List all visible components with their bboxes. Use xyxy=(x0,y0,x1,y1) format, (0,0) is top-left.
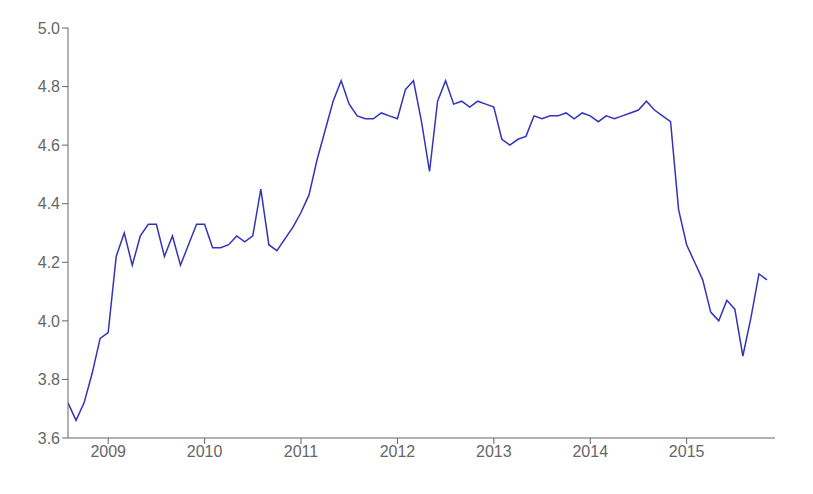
svg-text:4.4: 4.4 xyxy=(38,195,60,212)
svg-text:4.6: 4.6 xyxy=(38,137,60,154)
svg-text:2013: 2013 xyxy=(476,443,512,460)
svg-text:2009: 2009 xyxy=(90,443,126,460)
svg-text:5.0: 5.0 xyxy=(38,20,60,37)
svg-text:4.8: 4.8 xyxy=(38,78,60,95)
svg-text:2011: 2011 xyxy=(284,443,319,460)
svg-text:3.8: 3.8 xyxy=(38,371,60,388)
svg-text:3.6: 3.6 xyxy=(38,430,60,447)
svg-text:4.2: 4.2 xyxy=(38,254,60,271)
svg-text:2010: 2010 xyxy=(187,443,223,460)
svg-text:4.0: 4.0 xyxy=(38,313,60,330)
svg-text:2012: 2012 xyxy=(380,443,416,460)
svg-text:2015: 2015 xyxy=(669,443,705,460)
svg-text:2014: 2014 xyxy=(572,443,608,460)
